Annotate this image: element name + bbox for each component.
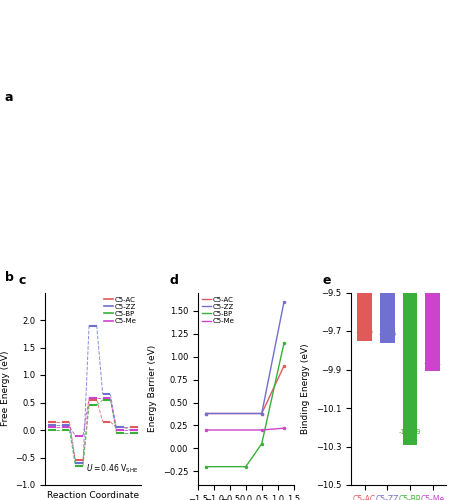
Text: c: c bbox=[18, 274, 26, 286]
Text: b: b bbox=[5, 271, 14, 284]
Text: $U = 0.46\ \mathrm{V_{SHE}}$: $U = 0.46\ \mathrm{V_{SHE}}$ bbox=[86, 463, 138, 475]
Bar bbox=[403, 292, 418, 444]
X-axis label: Reaction Coordinate: Reaction Coordinate bbox=[47, 490, 139, 500]
Y-axis label: Energy Barrier (eV): Energy Barrier (eV) bbox=[148, 345, 157, 432]
Text: -9.91: -9.91 bbox=[423, 360, 442, 366]
Y-axis label: Free Energy (eV): Free Energy (eV) bbox=[1, 351, 10, 426]
Bar bbox=[380, 292, 395, 343]
Legend: C5-AC, C5-ZZ, C5-BP, C5-Me: C5-AC, C5-ZZ, C5-BP, C5-Me bbox=[104, 296, 137, 325]
Text: -9.76: -9.76 bbox=[378, 331, 396, 337]
Text: e: e bbox=[322, 274, 331, 286]
Legend: C5-AC, C5-ZZ, C5-BP, C5-Me: C5-AC, C5-ZZ, C5-BP, C5-Me bbox=[202, 296, 235, 325]
Text: d: d bbox=[169, 274, 178, 286]
Text: -10.29: -10.29 bbox=[399, 429, 421, 435]
Text: -9.75: -9.75 bbox=[355, 329, 373, 335]
Y-axis label: Binding Energy (eV): Binding Energy (eV) bbox=[301, 344, 310, 434]
Bar bbox=[357, 292, 372, 341]
Bar bbox=[425, 292, 440, 372]
Text: a: a bbox=[5, 91, 13, 104]
